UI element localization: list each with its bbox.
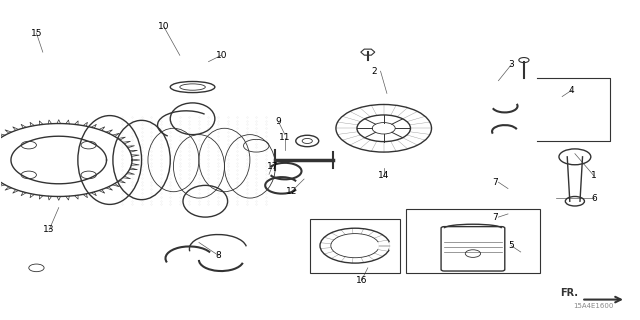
Text: 1: 1 (591, 172, 597, 180)
Bar (406, 209, 540, 273)
Text: 12: 12 (285, 187, 297, 196)
Text: FR.: FR. (560, 288, 578, 298)
Text: 17: 17 (266, 162, 278, 171)
Text: 4: 4 (569, 86, 575, 95)
Text: 7: 7 (492, 212, 498, 222)
Text: 13: 13 (44, 225, 55, 234)
Text: 6: 6 (591, 194, 597, 203)
Text: 8: 8 (215, 251, 221, 260)
Text: 3: 3 (508, 60, 514, 69)
Text: 10: 10 (158, 22, 170, 31)
Text: 9: 9 (276, 117, 282, 126)
Text: 2: 2 (371, 67, 377, 76)
Text: 15: 15 (31, 28, 42, 38)
Text: 10: 10 (216, 51, 227, 60)
Text: 14: 14 (378, 172, 389, 180)
Text: 15A4E1600: 15A4E1600 (573, 303, 613, 309)
Bar (310, 219, 399, 273)
Text: 16: 16 (356, 276, 367, 285)
Text: 7: 7 (492, 178, 498, 187)
Text: 11: 11 (279, 133, 291, 142)
Text: 5: 5 (508, 241, 514, 250)
